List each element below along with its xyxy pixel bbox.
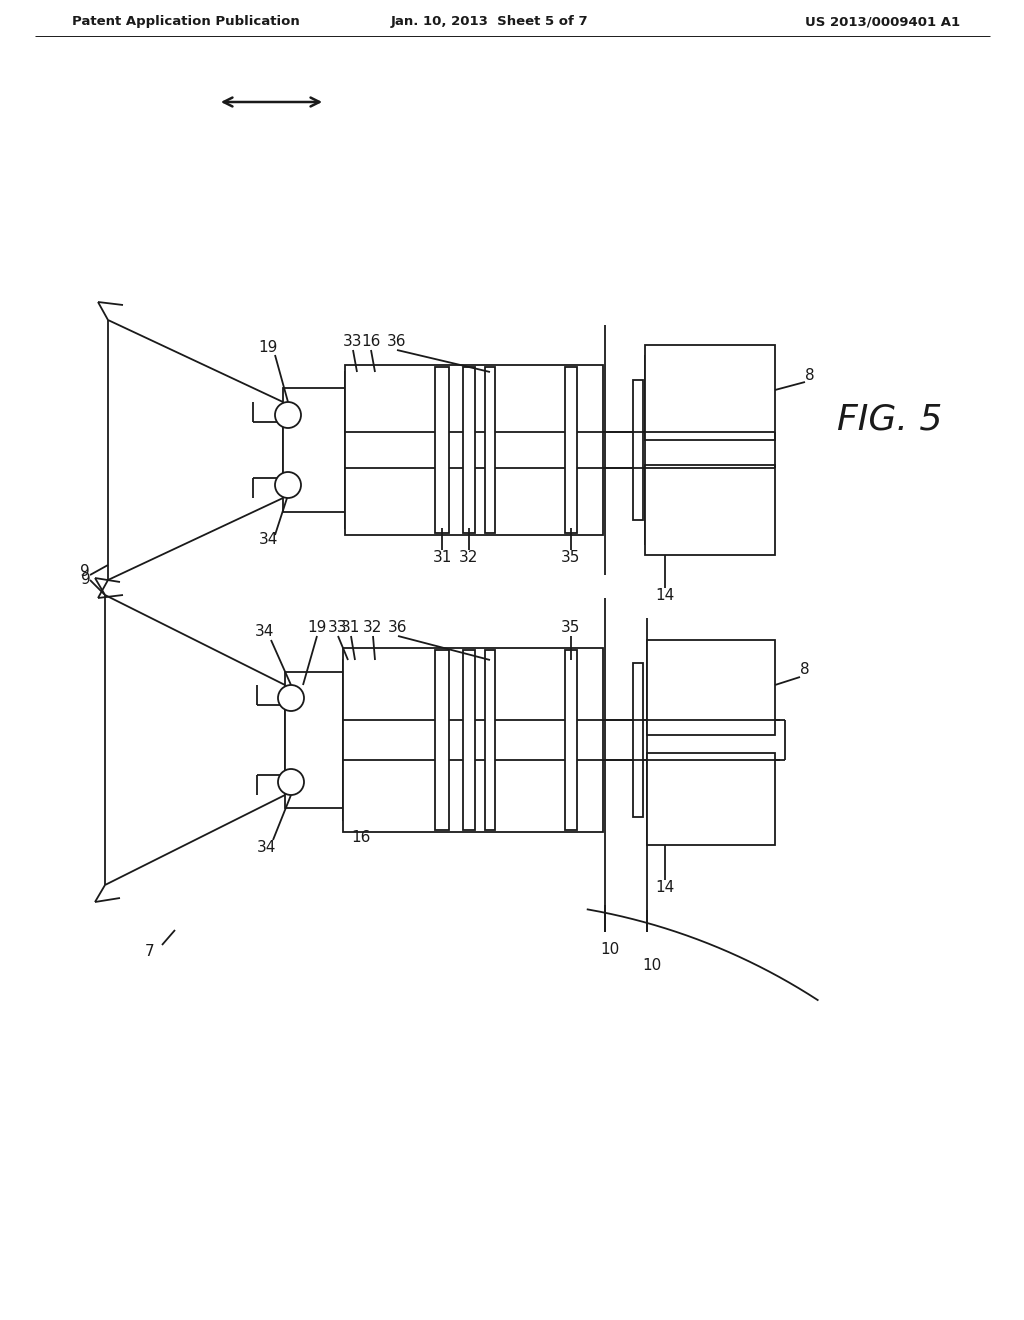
Text: Jan. 10, 2013  Sheet 5 of 7: Jan. 10, 2013 Sheet 5 of 7 — [391, 16, 589, 29]
Text: 19: 19 — [307, 620, 327, 635]
Text: 16: 16 — [361, 334, 381, 350]
Text: 8: 8 — [805, 367, 815, 383]
Text: 32: 32 — [460, 550, 478, 565]
Bar — [403, 717, 416, 762]
Text: 34: 34 — [258, 532, 278, 548]
Text: 14: 14 — [655, 880, 675, 895]
Text: US 2013/0009401 A1: US 2013/0009401 A1 — [805, 16, 961, 29]
Circle shape — [278, 685, 304, 711]
Bar — [485, 367, 495, 533]
Text: 9: 9 — [81, 573, 91, 587]
Bar — [485, 649, 495, 830]
Bar — [565, 367, 577, 533]
Bar — [633, 663, 643, 817]
Text: 14: 14 — [655, 587, 675, 602]
Text: 31: 31 — [432, 550, 452, 565]
Bar — [645, 465, 775, 554]
Bar — [343, 660, 433, 820]
Bar — [565, 649, 577, 830]
Text: 8: 8 — [800, 663, 810, 677]
Text: 32: 32 — [364, 620, 383, 635]
Bar — [463, 367, 475, 533]
Bar — [345, 372, 433, 528]
Bar — [343, 648, 603, 832]
Bar — [647, 752, 775, 845]
Text: Patent Application Publication: Patent Application Publication — [72, 16, 300, 29]
Text: 31: 31 — [341, 620, 360, 635]
Bar — [435, 367, 449, 533]
Text: 7: 7 — [145, 945, 155, 960]
Bar — [647, 640, 775, 735]
Text: FIG. 5: FIG. 5 — [838, 403, 943, 437]
Text: 35: 35 — [561, 620, 581, 635]
Bar — [406, 428, 417, 473]
Bar — [283, 388, 345, 512]
Text: 19: 19 — [258, 341, 278, 355]
Text: 9: 9 — [80, 565, 90, 579]
Bar — [633, 380, 643, 520]
Text: 33: 33 — [343, 334, 362, 350]
Text: 36: 36 — [388, 620, 408, 635]
Text: 34: 34 — [255, 624, 274, 639]
Text: 36: 36 — [387, 334, 407, 350]
Circle shape — [278, 770, 304, 795]
Circle shape — [275, 473, 301, 498]
Bar — [463, 649, 475, 830]
Text: 16: 16 — [351, 830, 371, 846]
Bar — [645, 345, 775, 440]
Text: 10: 10 — [600, 942, 620, 957]
Text: 10: 10 — [642, 957, 662, 973]
Bar — [285, 672, 343, 808]
Bar — [345, 366, 603, 535]
Text: 34: 34 — [257, 841, 276, 855]
Text: 35: 35 — [561, 550, 581, 565]
Circle shape — [275, 403, 301, 428]
Bar — [435, 649, 449, 830]
Text: 33: 33 — [329, 620, 348, 635]
